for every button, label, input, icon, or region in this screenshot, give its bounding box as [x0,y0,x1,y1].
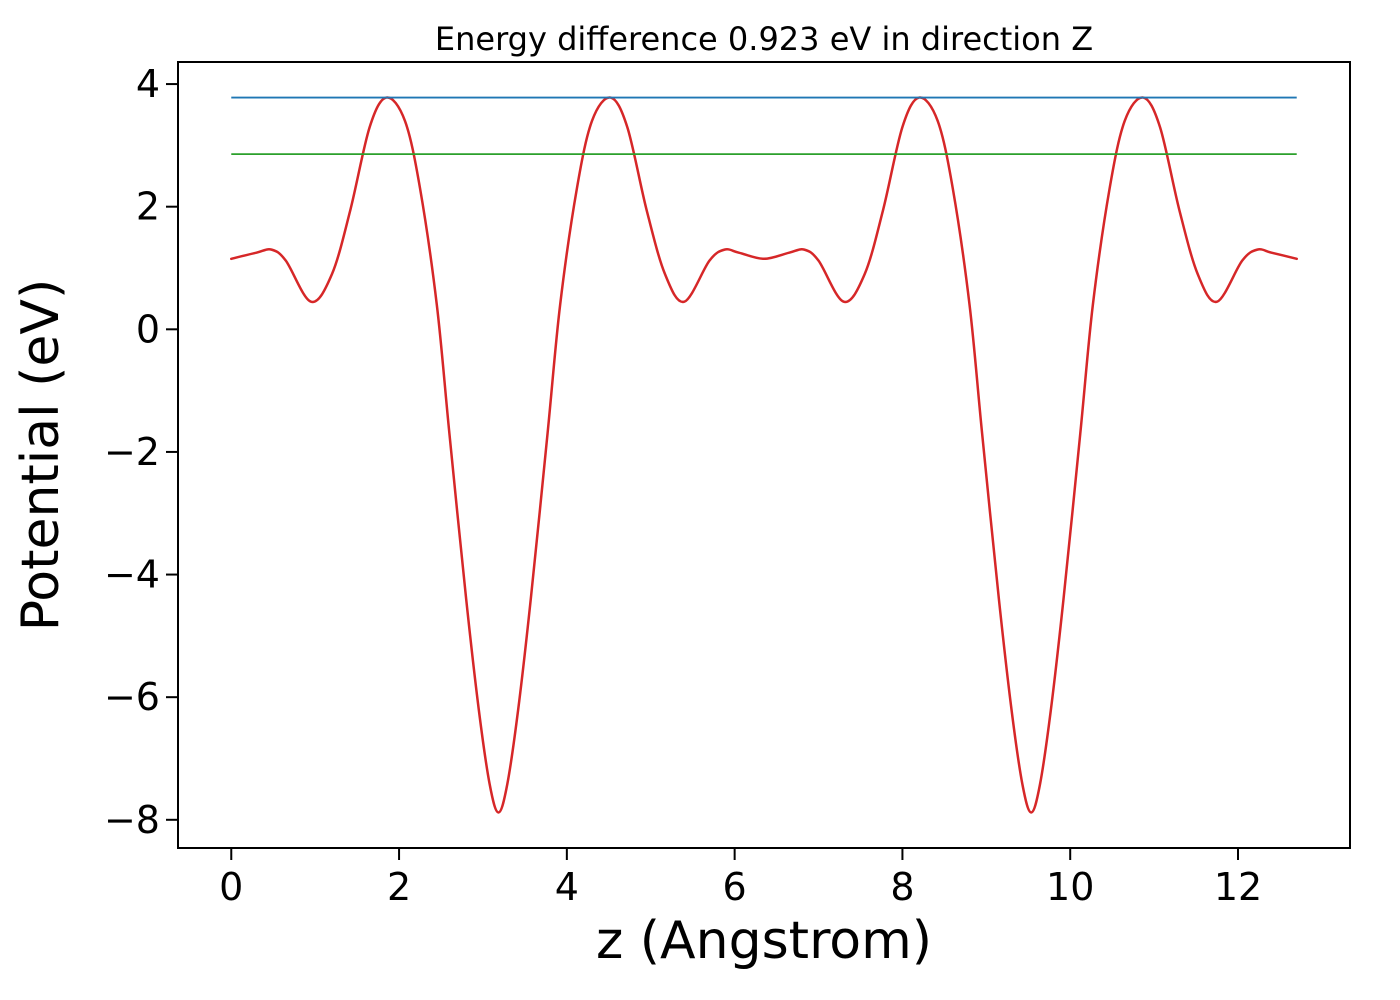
y-tick-label: −4 [104,553,160,597]
y-tick-label: 2 [136,185,160,229]
y-tick-label: −6 [104,675,160,719]
x-tick-label: 10 [1046,865,1094,909]
ticks-layer: 0 2 4 6 8 10 12 4 2 0 −2 −4 −6 −8 [104,62,1262,909]
x-tick-label: 8 [890,865,914,909]
x-axis-label: z (Angstrom) [596,911,932,971]
x-tick-label: 6 [723,865,747,909]
y-tick-label: 0 [136,307,160,351]
x-tick-label: 12 [1214,865,1262,909]
chart-title: Energy difference 0.923 eV in direction … [435,20,1093,58]
x-tick-label: 2 [387,865,411,909]
series-layer [230,96,1298,814]
y-tick-label: −2 [104,430,160,474]
y-tick-label: −8 [104,798,160,842]
x-tick-label: 0 [219,865,243,909]
y-axis-label: Potential (eV) [11,279,71,631]
plot-border [177,61,1351,849]
y-tick-label: 4 [136,62,160,106]
x-tick-label: 4 [555,865,579,909]
planar-averaged-potential-line [230,96,1298,814]
